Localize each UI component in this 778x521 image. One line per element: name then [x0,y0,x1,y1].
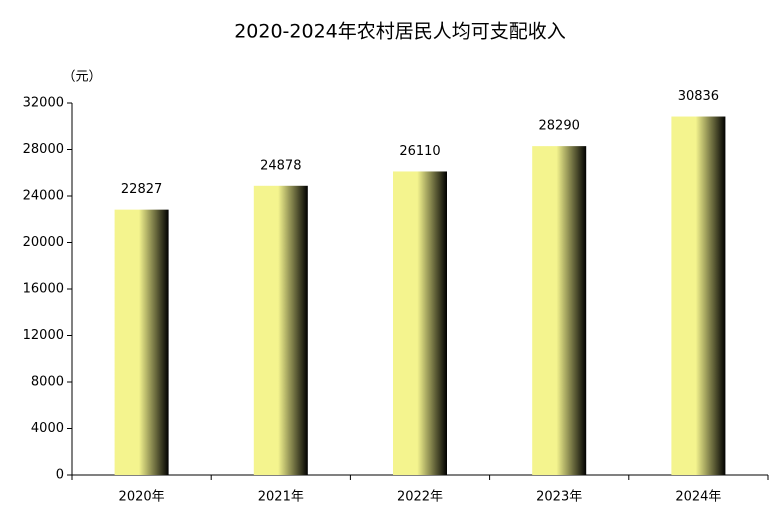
x-tick-label: 2021年 [258,490,304,505]
y-tick-label: 12000 [23,328,64,343]
y-tick-label: 32000 [23,96,64,111]
chart-title: 2020-2024年农村居民人均可支配收入 [234,21,566,43]
data-label: 26110 [399,144,440,159]
y-tick-label: 8000 [31,375,64,390]
y-tick-label: 20000 [23,235,64,250]
bar [671,116,726,476]
y-tick-label: 28000 [23,142,64,157]
y-tick-label: 24000 [23,189,64,204]
y-tick-label: 16000 [23,282,64,297]
data-label: 28290 [539,119,580,134]
data-label: 22827 [121,182,162,197]
x-tick-label: 2024年 [675,490,721,505]
data-label: 30836 [678,89,719,104]
bar [532,146,587,475]
x-tick-label: 2020年 [119,490,165,505]
y-axis-label: （元） [62,70,101,85]
x-tick-label: 2023年 [536,490,582,505]
x-tick-label: 2022年 [397,490,443,505]
y-tick-label: 4000 [31,421,64,436]
data-label: 24878 [260,158,301,173]
bar [114,209,169,476]
bar [393,171,447,475]
y-tick-label: 0 [56,468,64,483]
bar [253,185,308,475]
